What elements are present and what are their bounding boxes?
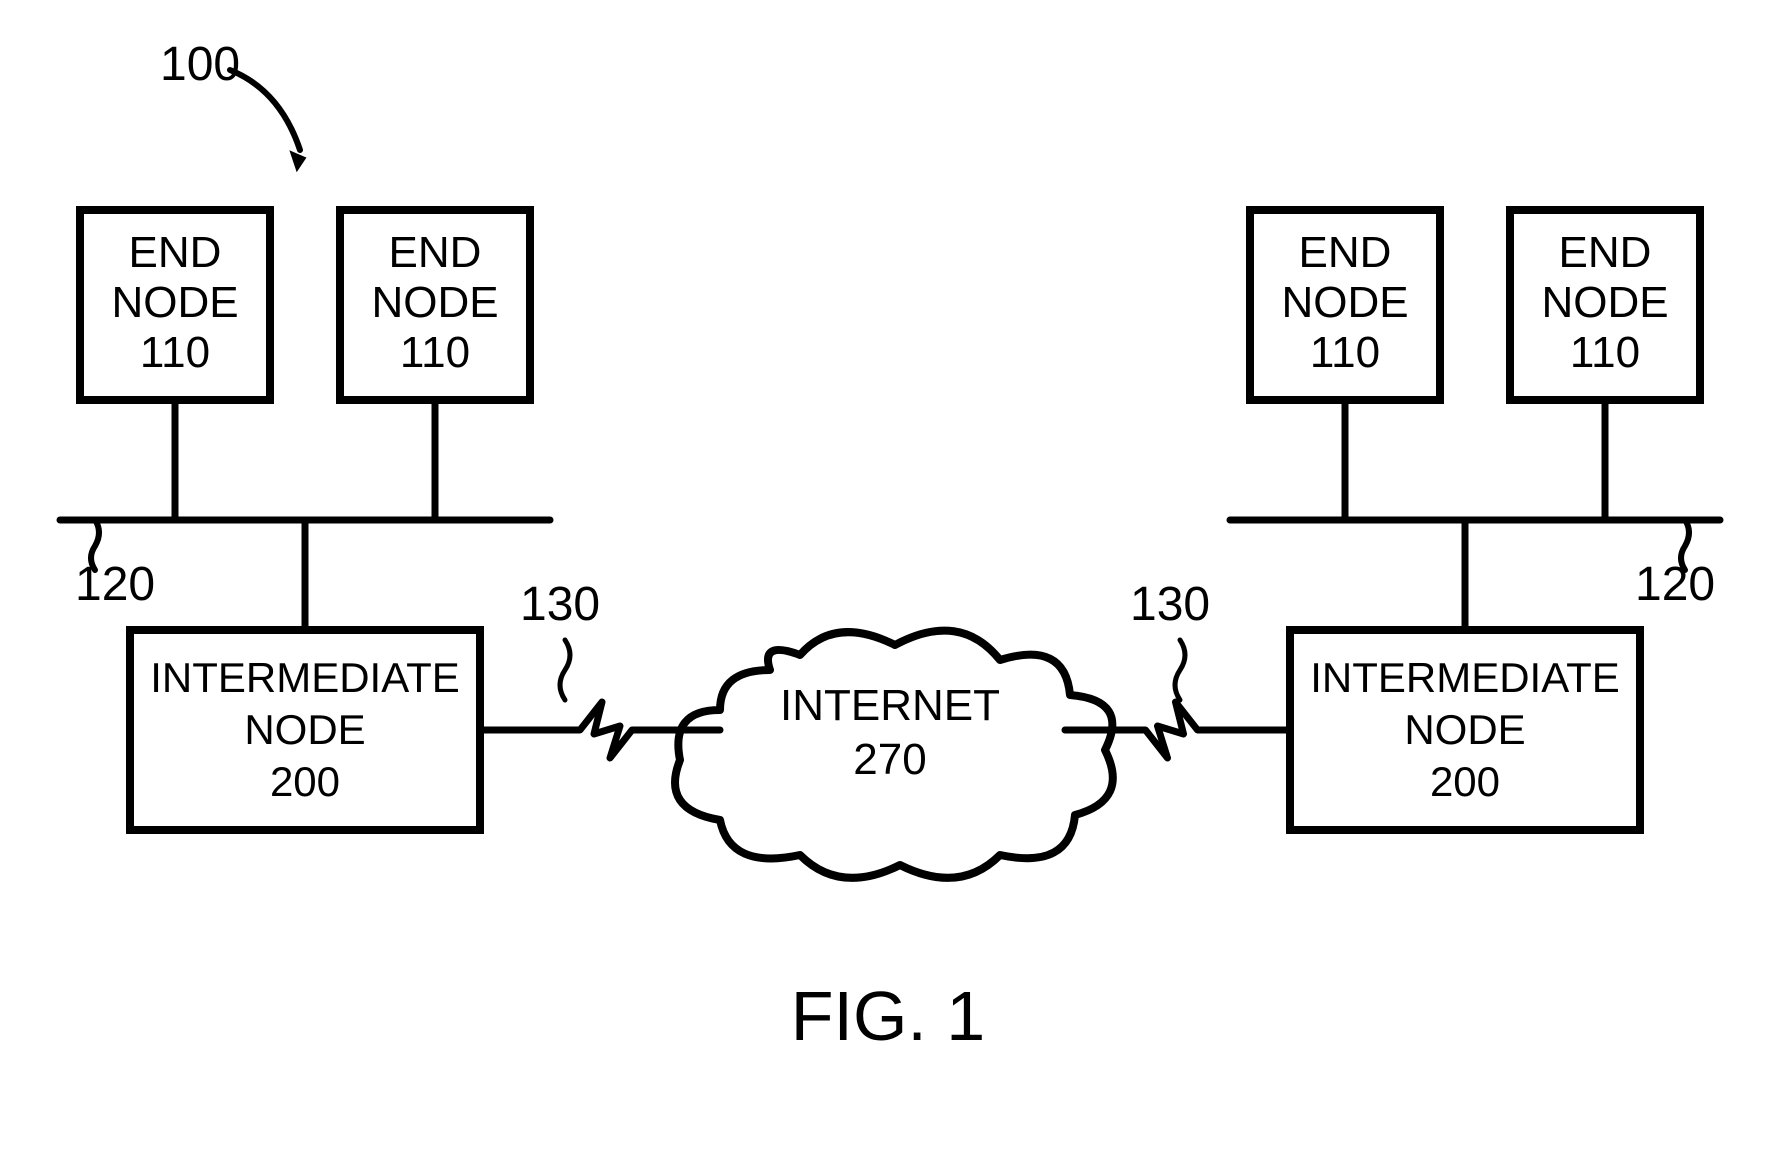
intermediate-node-label: NODE xyxy=(1404,706,1525,753)
end-node-label: NODE xyxy=(1281,278,1408,327)
wan-link-ref: 130 xyxy=(520,578,600,631)
lan-bus-ref: 120 xyxy=(1635,558,1715,611)
figure-ref-arrowhead xyxy=(291,152,305,170)
end-node-label: END xyxy=(1299,228,1392,277)
internet-cloud-label: 270 xyxy=(853,735,926,784)
intermediate-node-label: INTERMEDIATE xyxy=(150,654,460,701)
end-node-label: END xyxy=(1559,228,1652,277)
wan-link-ref-leader xyxy=(1175,640,1185,700)
end-node-label: END xyxy=(129,228,222,277)
end-node-label: 110 xyxy=(140,328,210,377)
intermediate-node-label: 200 xyxy=(1430,758,1500,805)
figure-ref-arrow xyxy=(230,70,300,150)
figure-ref-label: 100 xyxy=(160,38,240,91)
end-node-label: END xyxy=(389,228,482,277)
internet-cloud-label: INTERNET xyxy=(780,681,1000,730)
end-node-label: NODE xyxy=(111,278,238,327)
intermediate-node-label: 200 xyxy=(270,758,340,805)
wan-link-ref: 130 xyxy=(1130,578,1210,631)
figure-caption: FIG. 1 xyxy=(791,977,985,1055)
lan-bus-ref: 120 xyxy=(75,558,155,611)
end-node-label: 110 xyxy=(1310,328,1380,377)
end-node-label: 110 xyxy=(1570,328,1640,377)
end-node-label: 110 xyxy=(400,328,470,377)
end-node-label: NODE xyxy=(371,278,498,327)
wan-link-ref-leader xyxy=(560,640,570,700)
end-node-label: NODE xyxy=(1541,278,1668,327)
intermediate-node-label: NODE xyxy=(244,706,365,753)
intermediate-node-label: INTERMEDIATE xyxy=(1310,654,1620,701)
